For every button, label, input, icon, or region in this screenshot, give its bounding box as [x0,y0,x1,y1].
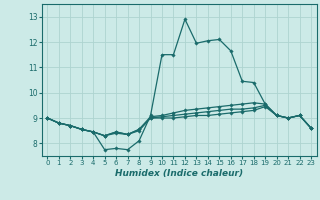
X-axis label: Humidex (Indice chaleur): Humidex (Indice chaleur) [115,169,243,178]
